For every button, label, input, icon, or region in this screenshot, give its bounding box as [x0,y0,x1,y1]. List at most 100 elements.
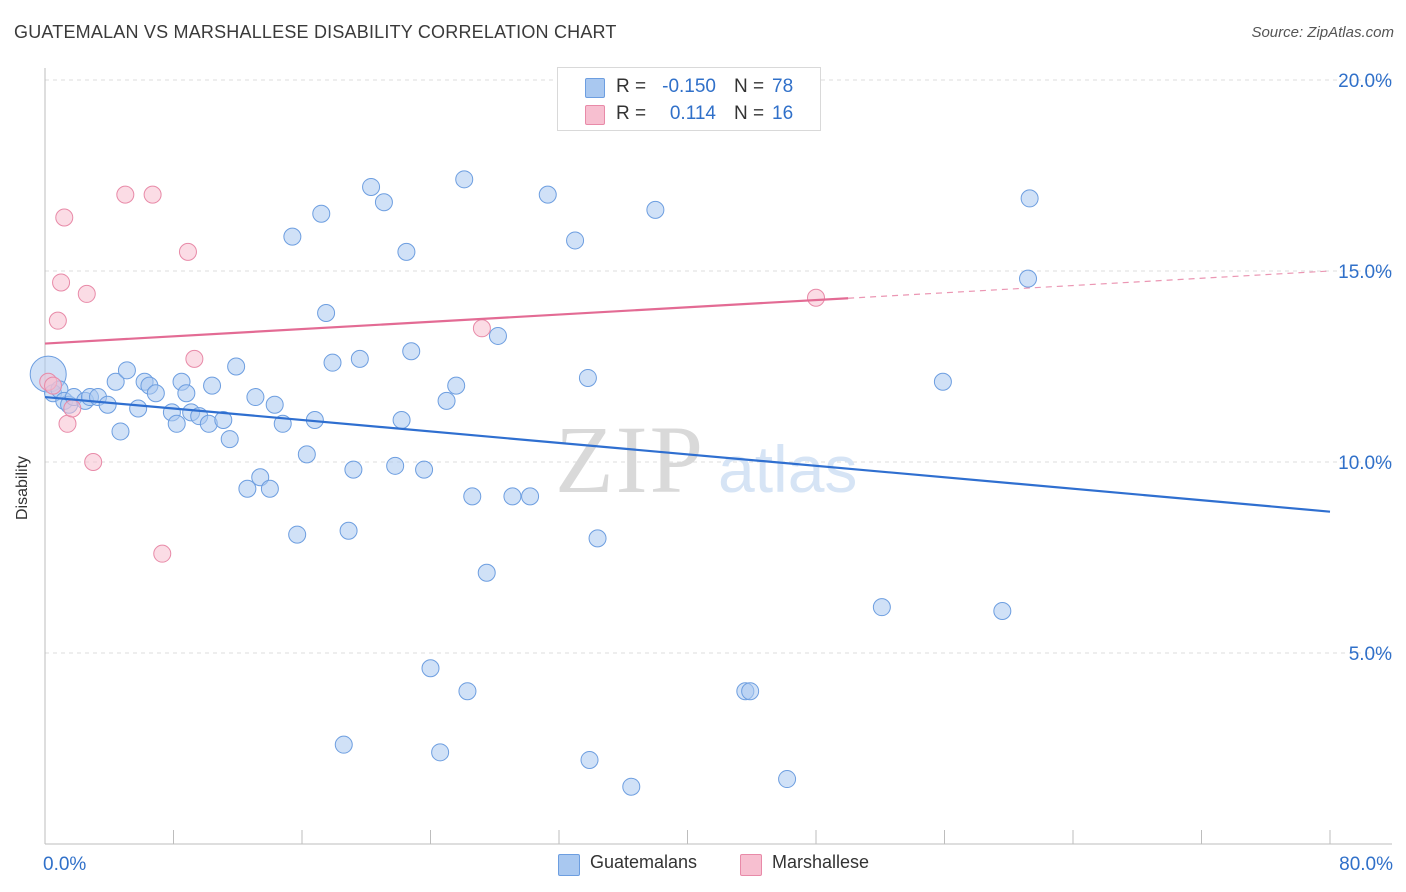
data-point-guatemalans [778,770,797,789]
watermark-zip: ZIP [555,406,705,513]
data-point-guatemalans [312,204,331,223]
data-point-guatemalans [177,384,196,403]
grid-lines [45,79,1392,654]
n-value: 16 [772,103,794,124]
n-label: N = [734,103,765,124]
data-point-guatemalans [437,391,456,410]
data-point-guatemalans [265,395,284,414]
data-point-guatemalans [503,487,522,506]
n-value: 78 [772,76,794,97]
data-point-guatemalans [362,177,381,196]
data-point-guatemalans [421,659,440,678]
data-point-marshallese [44,376,63,395]
data-point-marshallese [178,242,197,261]
data-point-guatemalans [227,357,246,376]
chart-title: GUATEMALAN VS MARSHALLESE DISABILITY COR… [14,22,617,42]
y-tick-label: 5.0% [1349,644,1392,665]
data-point-guatemalans [872,598,891,617]
r-value: -0.150 [662,76,716,97]
data-point-guatemalans [488,326,507,345]
tick-labels: 5.0% 10.0% 15.0% 20.0% 0.0% 80.0% [43,71,1393,875]
data-point-guatemalans [392,410,411,429]
data-point-guatemalans [386,456,405,475]
guatemalans-swatch [585,78,605,98]
data-point-guatemalans [167,414,186,433]
data-point-guatemalans [117,361,136,380]
data-point-guatemalans [260,479,279,498]
data-point-guatemalans [283,227,302,246]
data-point-guatemalans [578,368,597,387]
r-value: 0.114 [669,103,716,124]
data-point-marshallese [472,319,491,338]
data-point-marshallese [48,311,67,330]
data-point-guatemalans [415,460,434,479]
data-point-guatemalans [111,422,130,441]
data-point-guatemalans [566,231,585,250]
marshallese-legend-swatch [740,854,762,876]
trend-line-marshallese-extension [848,270,1331,299]
data-point-marshallese [143,185,162,204]
data-point-guatemalans [402,342,421,361]
legend-label: Marshallese [772,852,870,872]
data-point-guatemalans [288,525,307,544]
data-point-marshallese [116,185,135,204]
data-point-guatemalans [1020,189,1039,208]
correlation-stats-box: R = -0.150 N = 78 R = 0.114 N = 16 [557,67,821,131]
data-point-guatemalans [339,521,358,540]
data-point-guatemalans [317,304,336,323]
data-point-marshallese [52,273,71,292]
data-point-marshallese [153,544,172,563]
data-point-guatemalans [646,200,665,219]
data-point-guatemalans [580,750,599,769]
data-point-guatemalans [214,410,233,429]
data-point-guatemalans [463,487,482,506]
data-point-guatemalans [521,487,540,506]
data-point-guatemalans [477,563,496,582]
y-tick-label: 15.0% [1338,262,1392,283]
r-label: R = [616,76,647,97]
trend-lines [44,270,1331,513]
x-tick-label: 80.0% [1339,854,1393,875]
x-tick-label: 0.0% [43,854,86,875]
data-point-guatemalans [344,460,363,479]
data-point-guatemalans [203,376,222,395]
data-point-guatemalans [458,682,477,701]
marshallese-points [39,185,825,563]
data-point-guatemalans [246,388,265,407]
watermark-atlas: atlas [718,432,857,506]
y-tick-label: 20.0% [1338,71,1392,92]
data-point-guatemalans [455,170,474,189]
marshallese-swatch [585,105,605,125]
data-point-guatemalans [538,185,557,204]
data-point-guatemalans [1019,269,1038,288]
data-point-guatemalans [98,395,117,414]
data-point-guatemalans [741,682,760,701]
data-point-guatemalans [129,399,148,418]
data-point-guatemalans [374,193,393,212]
y-tick-label: 10.0% [1338,453,1392,474]
data-point-guatemalans [220,430,239,449]
data-point-guatemalans [431,743,450,762]
source-note: Source: ZipAtlas.com [1251,24,1394,41]
data-point-guatemalans [622,777,641,796]
trend-line-marshallese [44,297,849,345]
data-point-guatemalans [933,372,952,391]
data-point-guatemalans [146,384,165,403]
r-label: R = [616,103,647,124]
data-point-guatemalans [323,353,342,372]
data-point-marshallese [63,399,82,418]
axes [44,68,1392,845]
data-point-marshallese [77,284,96,303]
data-point-guatemalans [297,445,316,464]
data-point-guatemalans [350,349,369,368]
data-point-guatemalans [334,735,353,754]
data-point-marshallese [55,208,74,227]
data-point-marshallese [807,288,825,307]
data-point-marshallese [185,349,204,368]
data-point-guatemalans [588,529,607,548]
data-point-guatemalans [106,372,125,391]
legend-label: Guatemalans [590,852,698,872]
trend-line-guatemalans [44,395,1331,513]
data-point-guatemalans [238,479,257,498]
